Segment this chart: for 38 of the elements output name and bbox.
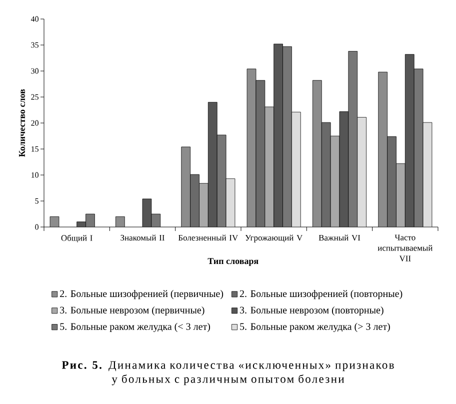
y-tick-label: 20 bbox=[31, 120, 39, 126]
legend-label: 2. Больные шизофренией (повторные) bbox=[240, 290, 402, 300]
x-tick-label: Знакомый II bbox=[120, 234, 164, 241]
bar bbox=[264, 106, 274, 227]
text: Рис. 5. Динамика количества «исключенных» признаков у больных с различным опытом болезни bbox=[62, 361, 394, 386]
bar bbox=[190, 174, 200, 227]
legend-label: 5. Больные раком желудка (> 3 лет) bbox=[240, 322, 390, 332]
y-tick-label: 40 bbox=[30, 16, 39, 22]
legend-label: 3. Больные неврозом (повторные) bbox=[240, 306, 384, 316]
bar bbox=[378, 72, 388, 227]
legend-label: 2. Больные шизофренией (первичные) bbox=[60, 290, 224, 300]
bar bbox=[312, 80, 322, 227]
x-axis-title: Тип словаря bbox=[208, 258, 258, 266]
y-tick-label: 25 bbox=[31, 94, 38, 100]
x-tick-label: Важный VI bbox=[318, 234, 360, 241]
bar bbox=[404, 54, 414, 227]
y-axis-title: Количество слов bbox=[19, 89, 25, 157]
y-tick-label: 30 bbox=[31, 68, 39, 74]
bar bbox=[292, 112, 301, 227]
bar bbox=[282, 46, 292, 227]
y-tick-label: 5 bbox=[35, 198, 38, 204]
y-tick-label: 0 bbox=[35, 224, 39, 230]
bar bbox=[396, 163, 406, 227]
bar bbox=[181, 146, 190, 227]
legend-label: 5. Больные раком желудка (< 3 лет) bbox=[60, 322, 210, 332]
x-tick-label: Общий I bbox=[61, 234, 92, 243]
legend-label: 3. Больные неврозом (первичные) bbox=[60, 306, 204, 316]
x-tick-label: Часто испытываемый VII bbox=[378, 234, 433, 262]
bar bbox=[357, 117, 366, 227]
x-tick-label: Болезненный IV bbox=[178, 234, 238, 241]
bar bbox=[208, 102, 218, 227]
y-tick-label: 10 bbox=[32, 172, 39, 178]
x-tick-label: Угрожающий V bbox=[245, 234, 303, 242]
y-tick-label: 15 bbox=[32, 146, 38, 152]
bar bbox=[274, 44, 283, 227]
bar bbox=[199, 183, 208, 227]
bar bbox=[387, 136, 396, 227]
y-tick-label: 35 bbox=[31, 42, 38, 48]
